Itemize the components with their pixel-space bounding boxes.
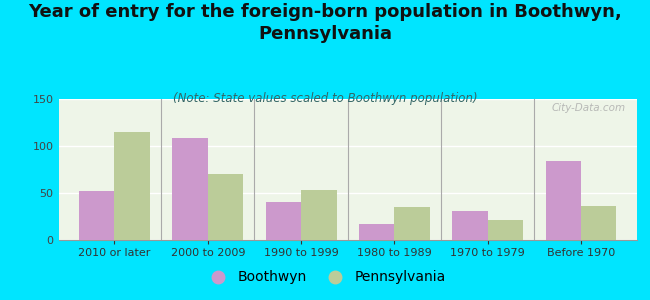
Bar	[208, 174, 243, 240]
Bar	[488, 220, 523, 240]
Bar	[114, 132, 150, 240]
Bar	[266, 202, 301, 240]
Bar	[301, 190, 337, 240]
Legend: Boothwyn, Pennsylvania: Boothwyn, Pennsylvania	[199, 265, 451, 290]
Bar	[581, 206, 616, 240]
Bar	[395, 207, 430, 240]
Bar	[172, 139, 208, 240]
Text: City-Data.com: City-Data.com	[551, 103, 625, 113]
Bar	[359, 224, 395, 240]
Bar	[79, 191, 114, 240]
Text: (Note: State values scaled to Boothwyn population): (Note: State values scaled to Boothwyn p…	[173, 92, 477, 104]
Bar	[545, 161, 581, 240]
Text: Year of entry for the foreign-born population in Boothwyn,
Pennsylvania: Year of entry for the foreign-born popul…	[28, 3, 622, 43]
Bar	[452, 211, 488, 240]
